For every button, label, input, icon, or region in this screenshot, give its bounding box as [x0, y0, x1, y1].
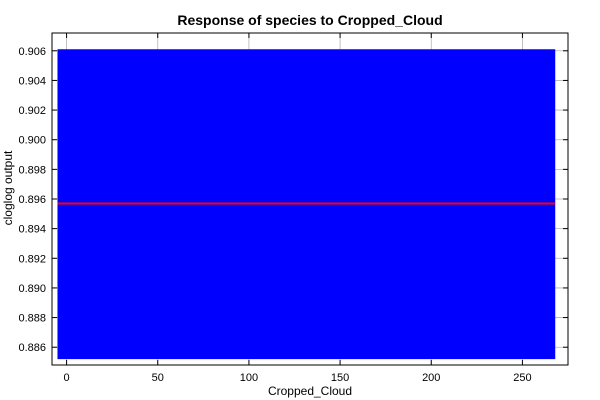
- y-tick-label: 0.906: [18, 46, 46, 58]
- y-tick-label: 0.900: [18, 135, 46, 147]
- y-tick-label: 0.888: [18, 313, 46, 325]
- x-tick-label: 250: [513, 372, 531, 384]
- chart-title: Response of species to Cropped_Cloud: [177, 12, 442, 28]
- x-tick-label: 0: [64, 372, 70, 384]
- y-tick-label: 0.890: [18, 283, 46, 295]
- x-tick-label: 200: [422, 372, 440, 384]
- y-tick-label: 0.904: [18, 75, 46, 87]
- x-tick-label: 50: [152, 372, 164, 384]
- axis-ticks: 0 50 100 150 200 250 0.886 0.888 0.890 0.892 0.894…: [18, 33, 568, 384]
- x-tick-label: 100: [240, 372, 258, 384]
- plot-data: [57, 49, 556, 360]
- y-tick-label: 0.894: [18, 224, 46, 236]
- x-tick-label: 150: [331, 372, 349, 384]
- plot-frame: [51, 32, 569, 366]
- y-axis-label: cloglog output: [1, 150, 15, 225]
- y-tick-label: 0.886: [18, 342, 46, 354]
- y-tick-label: 0.898: [18, 164, 46, 176]
- y-tick-label: 0.896: [18, 194, 46, 206]
- y-tick-label: 0.892: [18, 253, 46, 265]
- y-tick-label: 0.902: [18, 105, 46, 117]
- x-axis-label: Cropped_Cloud: [268, 384, 352, 398]
